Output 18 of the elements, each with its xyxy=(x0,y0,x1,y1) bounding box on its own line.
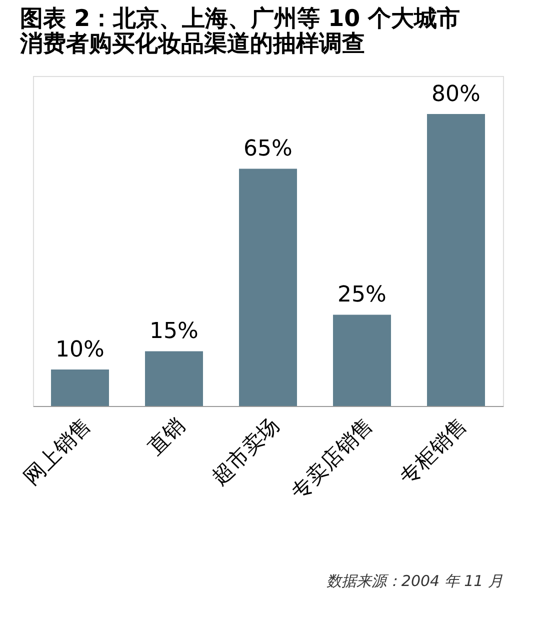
x-tick-label: 专柜销售 xyxy=(395,413,472,490)
x-tick-label: 网上销售 xyxy=(19,413,96,490)
x-tick-label: 直销 xyxy=(142,413,190,460)
source-note: 数据来源：2004 年 11 月 xyxy=(326,572,503,590)
bar xyxy=(427,114,485,406)
data-label: 25% xyxy=(338,282,386,308)
data-label: 10% xyxy=(56,337,104,362)
bar xyxy=(145,351,203,406)
data-label: 80% xyxy=(432,82,480,107)
text: 消费者购买化妆品渠道的抽样调查 xyxy=(20,31,366,57)
x-tick-label: 专卖店销售 xyxy=(286,413,378,504)
bar xyxy=(51,369,109,406)
bar xyxy=(239,168,297,406)
data-label: 65% xyxy=(244,136,292,162)
data-label: 15% xyxy=(150,319,198,344)
text: 图表 2：北京、上海、广州等 10 个大城市 xyxy=(20,6,460,32)
bar xyxy=(333,314,391,406)
x-tick-label: 超市卖场 xyxy=(207,413,284,490)
